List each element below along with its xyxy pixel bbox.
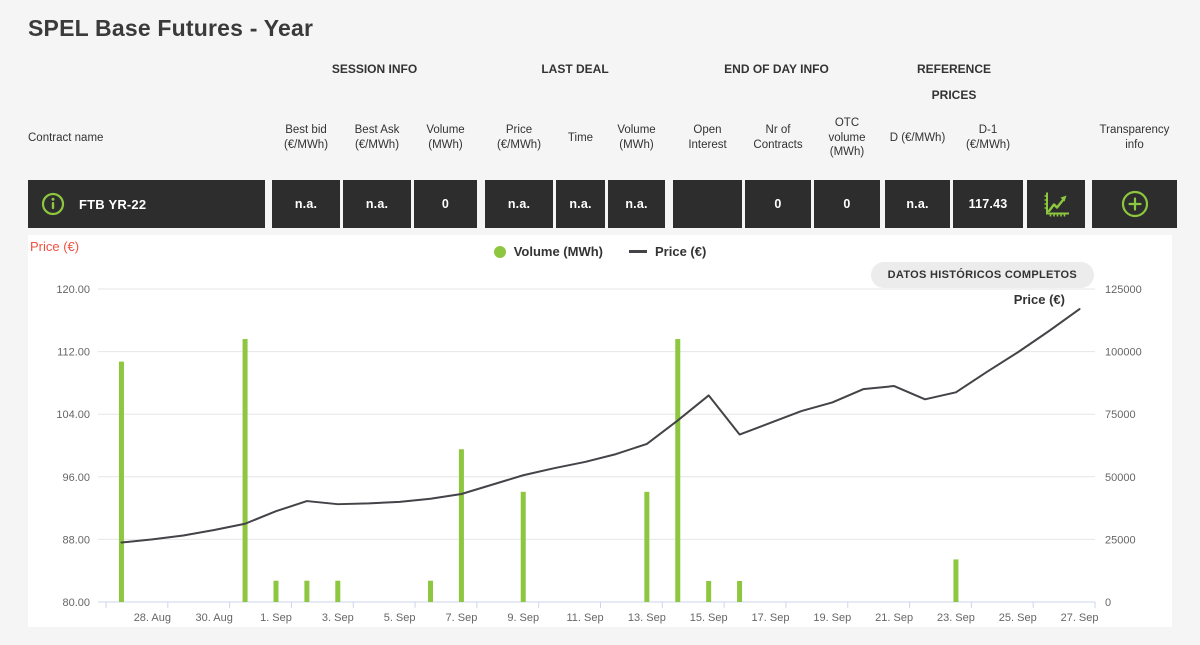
col-best-bid: Best bid (€/MWh): [283, 124, 329, 151]
svg-text:27. Sep: 27. Sep: [1061, 612, 1099, 624]
table-row: FTB YR-22 n.a. n.a. 0 n.a. n.a. n.a. 0 0…: [28, 180, 1177, 228]
time-value: n.a.: [556, 180, 605, 228]
svg-text:104.00: 104.00: [56, 409, 90, 421]
svg-text:21. Sep: 21. Sep: [875, 612, 913, 624]
svg-text:3. Sep: 3. Sep: [322, 612, 354, 624]
group-last-deal: LAST DEAL: [541, 62, 609, 76]
col-otc-volume: OTC volume (MWh): [828, 116, 866, 159]
group-session-info: SESSION INFO: [331, 62, 418, 76]
legend-item-price[interactable]: Price (€): [629, 244, 706, 259]
col-time: Time: [567, 131, 594, 144]
col-d-price: D (€/MWh): [889, 131, 946, 144]
svg-text:30. Aug: 30. Aug: [196, 612, 233, 624]
svg-text:13. Sep: 13. Sep: [628, 612, 666, 624]
price-volume-chart-card: Price (€) Volume (MWh) Price (€) DATOS H…: [28, 235, 1172, 627]
col-best-ask: Best Ask (€/MWh): [354, 124, 400, 151]
contract-name: FTB YR-22: [79, 196, 147, 212]
svg-text:11. Sep: 11. Sep: [566, 612, 603, 624]
historical-data-button[interactable]: DATOS HISTÓRICOS COMPLETOS: [870, 262, 1094, 288]
svg-text:25. Sep: 25. Sep: [999, 612, 1037, 624]
svg-text:Price (€): Price (€): [1014, 292, 1065, 307]
chart-legend: Volume (MWh) Price (€): [28, 244, 1172, 259]
chart-button[interactable]: [1027, 180, 1085, 228]
left-axis-title: Price (€): [30, 239, 80, 254]
open-interest-value: [673, 180, 742, 228]
svg-text:75000: 75000: [1105, 409, 1136, 421]
svg-text:9. Sep: 9. Sep: [507, 612, 539, 624]
plus-icon: [1120, 189, 1150, 219]
col-volume: Volume (MWh): [426, 124, 465, 151]
col-transparency-info: Transparency info: [1099, 124, 1170, 151]
svg-text:19. Sep: 19. Sep: [813, 612, 851, 624]
price-legend-swatch: [629, 250, 647, 253]
group-reference-line2: PRICES: [931, 88, 977, 102]
volume-last-deal-value: n.a.: [608, 180, 665, 228]
svg-text:88.00: 88.00: [62, 534, 90, 546]
table-header-row: Contract name Best bid (€/MWh) Best Ask …: [28, 104, 1177, 172]
col-open-interest: Open Interest: [688, 124, 727, 151]
price-volume-chart[interactable]: 80.00 88.00 96.00 104.00 112.00 120.00 0 25000 5…: [28, 279, 1172, 627]
nr-of-contracts-value: 0: [745, 180, 811, 228]
d1-price-value: 117.43: [953, 180, 1023, 228]
info-icon[interactable]: [41, 192, 65, 216]
col-volume-last-deal: Volume (MWh): [617, 124, 656, 151]
col-contract-name: Contract name: [28, 131, 104, 144]
svg-text:120.00: 120.00: [56, 284, 90, 296]
legend-item-volume[interactable]: Volume (MWh): [493, 244, 603, 259]
volume-legend-swatch: [493, 245, 506, 258]
group-reference-line1: REFERENCE: [916, 62, 991, 76]
col-nr-of-contracts: Nr of Contracts: [753, 124, 803, 151]
svg-text:28. Aug: 28. Aug: [134, 612, 171, 624]
best-bid-value: n.a.: [272, 180, 340, 228]
svg-text:112.00: 112.00: [57, 347, 90, 359]
svg-text:17. Sep: 17. Sep: [752, 612, 790, 624]
otc-volume-value: 0: [814, 180, 880, 228]
svg-text:7. Sep: 7. Sep: [446, 612, 478, 624]
chart-icon: [1040, 189, 1072, 219]
svg-text:125000: 125000: [1105, 284, 1142, 296]
svg-text:50000: 50000: [1105, 472, 1136, 484]
svg-text:1. Sep: 1. Sep: [260, 612, 292, 624]
volume-value: 0: [414, 180, 477, 228]
svg-text:15. Sep: 15. Sep: [690, 612, 728, 624]
svg-text:25000: 25000: [1105, 534, 1136, 546]
contract-cell: FTB YR-22: [28, 180, 265, 228]
page-title: SPEL Base Futures - Year: [28, 15, 314, 41]
svg-text:100000: 100000: [1105, 347, 1142, 359]
group-reference-prices: REFERENCE PRICES: [885, 56, 1023, 108]
best-ask-value: n.a.: [343, 180, 411, 228]
group-end-of-day-info: END OF DAY INFO: [724, 62, 829, 76]
svg-text:23. Sep: 23. Sep: [937, 612, 975, 624]
transparency-add-button[interactable]: [1092, 180, 1177, 228]
price-legend-label: Price (€): [655, 244, 707, 259]
price-value: n.a.: [485, 180, 553, 228]
svg-text:0: 0: [1105, 597, 1111, 609]
table-group-header-row: SESSION INFO LAST DEAL END OF DAY INFO R…: [28, 56, 1177, 104]
d-price-value: n.a.: [885, 180, 950, 228]
volume-legend-label: Volume (MWh): [513, 244, 603, 259]
svg-text:5. Sep: 5. Sep: [384, 612, 416, 624]
col-price: Price (€/MWh): [496, 124, 542, 151]
svg-text:80.00: 80.00: [62, 597, 90, 609]
svg-text:96.00: 96.00: [62, 472, 90, 484]
col-d1-price: D-1 (€/MWh): [965, 124, 1011, 151]
